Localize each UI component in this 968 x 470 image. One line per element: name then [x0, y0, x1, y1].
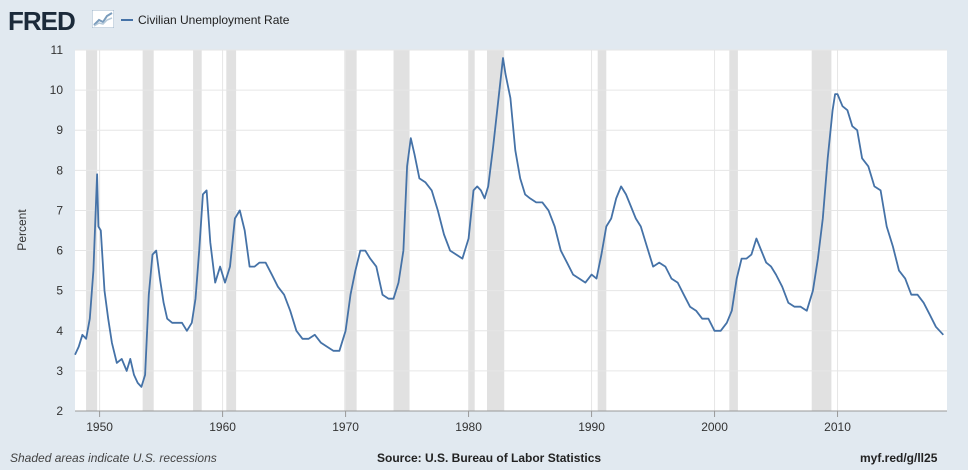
- y-tick-label: 7: [56, 203, 63, 217]
- y-tick-label: 9: [56, 123, 63, 137]
- x-tick-label: 1960: [209, 420, 236, 434]
- recession-band: [193, 50, 202, 411]
- trend-chart-icon: [92, 10, 114, 28]
- recession-band: [487, 50, 505, 411]
- y-tick-label: 11: [51, 43, 64, 57]
- recession-band: [468, 50, 475, 411]
- recession-band: [393, 50, 410, 411]
- y-axis-label: Percent: [15, 209, 29, 251]
- source-note: Source: U.S. Bureau of Labor Statistics: [377, 451, 602, 465]
- x-tick-label: 1970: [332, 420, 359, 434]
- fred-logo[interactable]: FRED: [8, 6, 76, 36]
- recession-band: [729, 50, 738, 411]
- x-tick-label: 1950: [86, 420, 113, 434]
- y-tick-label: 10: [50, 83, 64, 97]
- legend[interactable]: Civilian Unemployment Rate: [121, 13, 289, 27]
- recession-band: [86, 50, 98, 411]
- y-tick-label: 4: [56, 324, 63, 338]
- x-tick-label: 1980: [455, 420, 482, 434]
- y-tick-label: 5: [56, 284, 63, 298]
- legend-swatch: [121, 19, 133, 21]
- chart-header: FRED Civilian Unemployment Rate: [0, 0, 968, 40]
- recession-bands: [86, 50, 832, 411]
- axes: 2 3 4 5 6 7 8 9 10 11 1950 1960 1970 1980 1990 2000 2010: [50, 43, 947, 434]
- recession-band: [597, 50, 607, 411]
- unemployment-series-line: [74, 57, 944, 388]
- short-link[interactable]: myf.red/g/ll25: [860, 451, 938, 465]
- y-tick-label: 3: [56, 364, 63, 378]
- recession-note: Shaded areas indicate U.S. recessions: [10, 451, 217, 465]
- legend-label: Civilian Unemployment Rate: [138, 13, 290, 27]
- y-tick-label: 2: [56, 404, 63, 418]
- x-tick-label: 2010: [824, 420, 851, 434]
- x-tick-label: 2000: [701, 420, 728, 434]
- recession-band: [142, 50, 154, 411]
- y-tick-label: 8: [56, 163, 63, 177]
- recession-band: [226, 50, 237, 411]
- x-tick-label: 1990: [578, 420, 605, 434]
- y-tick-label: 6: [56, 244, 63, 258]
- recession-band: [344, 50, 357, 411]
